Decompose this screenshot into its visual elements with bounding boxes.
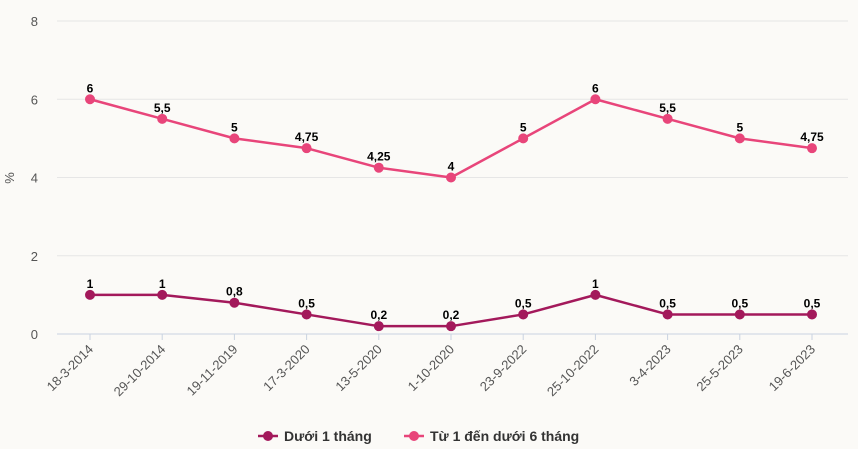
data-label: 1 xyxy=(87,277,94,291)
legend-marker xyxy=(263,431,273,441)
data-point[interactable] xyxy=(807,143,817,154)
data-point[interactable] xyxy=(373,321,384,332)
x-tick-label: 25-10-2022 xyxy=(544,342,602,400)
data-point[interactable] xyxy=(85,94,95,105)
y-tick-label: 4 xyxy=(31,171,38,186)
data-point[interactable] xyxy=(229,297,240,308)
data-label: 6 xyxy=(592,81,599,95)
data-label: 4,75 xyxy=(800,130,824,144)
legend-label: Từ 1 đến dưới 6 tháng xyxy=(430,428,579,444)
data-point[interactable] xyxy=(157,113,168,124)
data-point[interactable] xyxy=(662,309,673,320)
data-label: 1 xyxy=(159,277,166,291)
data-label: 0,2 xyxy=(443,308,460,322)
x-tick-label: 13-5-2020 xyxy=(332,342,385,395)
data-point[interactable] xyxy=(301,143,312,154)
data-label: 4,75 xyxy=(295,130,319,144)
legend[interactable]: Dưới 1 tháng Từ 1 đến dưới 6 tháng xyxy=(258,428,579,444)
x-tick-label: 17-3-2020 xyxy=(260,342,313,395)
data-label: 0,5 xyxy=(804,296,821,310)
data-point[interactable] xyxy=(85,289,95,300)
data-point[interactable] xyxy=(373,162,384,173)
series-1: 1 1 0,8 0,5 0,2 0,2 0,5 1 0,5 0,5 0,5 xyxy=(85,277,821,332)
y-tick-label: 6 xyxy=(31,92,38,107)
x-tick-label: 23-9-2022 xyxy=(477,342,530,395)
data-point[interactable] xyxy=(807,309,817,320)
data-label: 1 xyxy=(592,277,599,291)
data-label: 0,5 xyxy=(731,296,748,310)
data-point[interactable] xyxy=(301,309,312,320)
x-tick-label: 3-4-2023 xyxy=(626,342,673,389)
data-point[interactable] xyxy=(446,321,456,332)
series-group: 1 1 0,8 0,5 0,2 0,2 0,5 1 0,5 0,5 0,5 6 5,5 5 4,75 4,25… xyxy=(85,81,824,332)
data-label: 4 xyxy=(448,160,455,174)
legend-item-1[interactable]: Dưới 1 tháng xyxy=(258,428,372,444)
data-point[interactable] xyxy=(518,309,529,320)
data-point[interactable] xyxy=(734,133,745,144)
data-label: 0,5 xyxy=(298,296,315,310)
data-label: 0,2 xyxy=(370,308,387,322)
data-point[interactable] xyxy=(229,133,240,144)
data-point[interactable] xyxy=(662,113,673,124)
data-label: 6 xyxy=(87,81,94,95)
data-label: 0,5 xyxy=(515,296,532,310)
data-point[interactable] xyxy=(590,289,601,300)
data-label: 5 xyxy=(736,120,743,134)
x-tick-label: 18-3-2014 xyxy=(44,342,97,395)
y-tick-label: 8 xyxy=(31,14,38,29)
data-label: 5 xyxy=(231,120,238,134)
data-point[interactable] xyxy=(590,94,601,105)
x-tick-label: 29-10-2014 xyxy=(111,342,169,400)
y-tick-label: 0 xyxy=(31,327,38,342)
data-point[interactable] xyxy=(734,309,745,320)
data-label: 5 xyxy=(520,120,527,134)
x-axis: 18-3-2014 29-10-2014 19-11-2019 17-3-2020 13… xyxy=(44,334,819,400)
x-tick-label: 1-10-2020 xyxy=(405,342,458,395)
data-label: 5,5 xyxy=(154,101,171,115)
data-label: 4,25 xyxy=(367,150,391,164)
x-tick-label: 19-11-2019 xyxy=(184,342,241,399)
data-label: 5,5 xyxy=(659,101,676,115)
data-point[interactable] xyxy=(446,172,456,183)
series-2: 6 5,5 5 4,75 4,25 4 5 6 5,5 5 4,75 xyxy=(85,81,824,183)
data-label: 0,8 xyxy=(226,285,243,299)
data-point[interactable] xyxy=(518,133,529,144)
y-axis-label: % xyxy=(2,172,17,184)
x-tick-label: 25-5-2023 xyxy=(693,342,746,395)
legend-label: Dưới 1 tháng xyxy=(284,428,372,444)
legend-marker xyxy=(409,431,419,441)
y-axis: % 0 2 4 6 8 xyxy=(2,14,38,342)
y-tick-label: 2 xyxy=(31,249,38,264)
data-point[interactable] xyxy=(157,289,168,300)
x-tick-label: 19-6-2023 xyxy=(766,342,819,395)
legend-item-2[interactable]: Từ 1 đến dưới 6 tháng xyxy=(404,428,579,444)
data-label: 0,5 xyxy=(659,296,676,310)
